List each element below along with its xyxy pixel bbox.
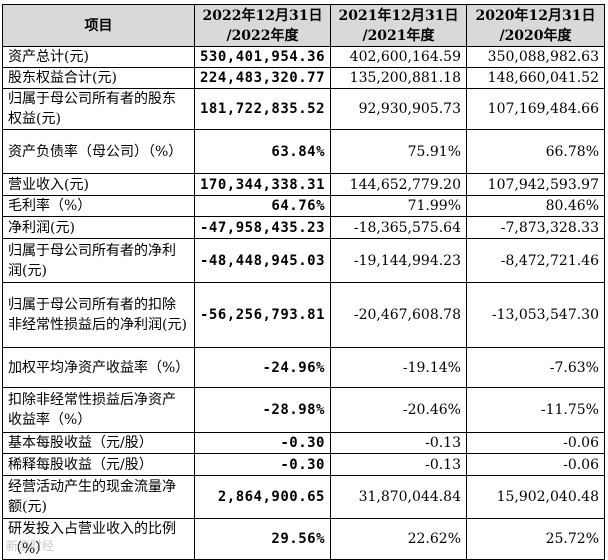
cell-value: 29.56% <box>194 518 331 560</box>
cell-value: 75.91% <box>330 129 467 174</box>
row-label: 稀释每股收益（元/股） <box>2 453 195 476</box>
row-label: 资产总计(元) <box>2 46 195 68</box>
row-label: 经营活动产生的现金流量净额(元) <box>2 475 195 519</box>
cell-value: -20,467,608.78 <box>330 282 467 348</box>
header-line: /2022年度 <box>226 27 299 44</box>
cell-value: -20.46% <box>330 387 467 433</box>
row-label: 股东权益合计(元) <box>2 67 195 89</box>
header-cell: 项目 <box>2 4 195 47</box>
cell-value: -0.13 <box>330 453 467 476</box>
table-row: 研发投入占营业收入的比例（%） 29.56% 22.62% 25.72% <box>2 518 605 560</box>
cell-value: -0.06 <box>466 432 605 454</box>
cell-value: 2,864,900.65 <box>194 475 331 519</box>
table-row: 稀释每股收益（元/股） -0.30 -0.13 -0.06 <box>2 453 605 476</box>
cell-value: 107,169,484.66 <box>466 88 605 130</box>
table-row: 归属于母公司所有者的股东权益(元) 181,722,835.52 92,930,90… <box>2 88 605 130</box>
cell-value: 31,870,044.84 <box>330 475 467 519</box>
cell-value: 107,942,593.97 <box>466 173 605 196</box>
table-row: 经营活动产生的现金流量净额(元) 2,864,900.65 31,870,044.8… <box>2 475 605 519</box>
table-row: 归属于母公司所有者的净利润(元) -48,448,945.03 -19,144,99… <box>2 238 605 283</box>
cell-value: 63.84% <box>194 129 331 174</box>
cell-value: -13,053,547.30 <box>466 282 605 348</box>
row-label: 基本每股收益（元/股） <box>2 432 195 454</box>
table-row: 营业收入(元) 170,344,338.31 144,652,779.20 107,9… <box>2 173 605 196</box>
cell-value: -48,448,945.03 <box>194 238 331 283</box>
row-label: 加权平均净资产收益率（%） <box>2 347 195 388</box>
header-row: 项目 2022年12月31日/2022年度 2021年12月31日/2021年度 20… <box>2 4 605 47</box>
header-line: 2022年12月31日 <box>202 7 323 24</box>
cell-value: -0.30 <box>194 432 331 454</box>
cell-value: 402,600,164.59 <box>330 46 467 68</box>
cell-value: -11.75% <box>466 387 605 433</box>
table-row: 扣除非经常性损益后净资产收益率（%） -28.98% -20.46% -11.75% <box>2 387 605 433</box>
cell-value: 25.72% <box>466 518 605 560</box>
cell-value: -8,472,721.46 <box>466 238 605 283</box>
cell-value: -0.13 <box>330 432 467 454</box>
table-row: 毛利率（%） 64.76% 71.99% 80.46% <box>2 195 605 217</box>
header-cell: 2021年12月31日/2021年度 <box>330 4 467 47</box>
header-line: 2021年12月31日 <box>338 7 459 24</box>
cell-value: 148,660,041.52 <box>466 67 605 89</box>
cell-value: 80.46% <box>466 195 605 217</box>
cell-value: 64.76% <box>194 195 331 217</box>
table-row: 股东权益合计(元) 224,483,320.77 135,200,881.18 148… <box>2 67 605 89</box>
cell-value: -19.14% <box>330 347 467 388</box>
cell-value: 530,401,954.36 <box>194 46 331 68</box>
row-label: 净利润(元) <box>2 216 195 239</box>
cell-value: 22.62% <box>330 518 467 560</box>
header-line: 2020年12月31日 <box>475 7 596 24</box>
cell-value: -56,256,793.81 <box>194 282 331 348</box>
row-label: 归属于母公司所有者的股东权益(元) <box>2 88 195 130</box>
cell-value: -19,144,994.23 <box>330 238 467 283</box>
table-row: 加权平均净资产收益率（%） -24.96% -19.14% -7.63% <box>2 347 605 388</box>
cell-value: 224,483,320.77 <box>194 67 331 89</box>
header-cell: 2020年12月31日/2020年度 <box>466 4 605 47</box>
header-line: /2020年度 <box>499 27 572 44</box>
header-cell: 2022年12月31日/2022年度 <box>194 4 331 47</box>
cell-value: 66.78% <box>466 129 605 174</box>
cell-value: 135,200,881.18 <box>330 67 467 89</box>
cell-value: -7.63% <box>466 347 605 388</box>
cell-value: -0.06 <box>466 453 605 476</box>
cell-value: 350,088,982.63 <box>466 46 605 68</box>
cell-value: 71.99% <box>330 195 467 217</box>
cell-value: 170,344,338.31 <box>194 173 331 196</box>
cell-value: -0.30 <box>194 453 331 476</box>
data-table: 项目 2022年12月31日/2022年度 2021年12月31日/2021年度 20… <box>2 4 605 560</box>
watermark: 新浪财经 <box>6 539 55 553</box>
table-row: 基本每股收益（元/股） -0.30 -0.13 -0.06 <box>2 432 605 454</box>
cell-value: -24.96% <box>194 347 331 388</box>
cell-value: 181,722,835.52 <box>194 88 331 130</box>
cell-value: -7,873,328.33 <box>466 216 605 239</box>
row-label: 归属于母公司所有者的扣除非经常性损益后的净利润(元) <box>2 282 195 348</box>
header-line: /2021年度 <box>362 27 435 44</box>
table-row: 归属于母公司所有者的扣除非经常性损益后的净利润(元) -56,256,793.81… <box>2 282 605 348</box>
cell-value: -47,958,435.23 <box>194 216 331 239</box>
table-row: 资产负债率（母公司）（%） 63.84% 75.91% 66.78% <box>2 129 605 174</box>
table-row: 资产总计(元) 530,401,954.36 402,600,164.59 350,0… <box>2 46 605 68</box>
row-label: 研发投入占营业收入的比例（%） <box>2 518 195 560</box>
cell-value: 15,902,040.48 <box>466 475 605 519</box>
row-label: 营业收入(元) <box>2 173 195 196</box>
row-label: 扣除非经常性损益后净资产收益率（%） <box>2 387 195 433</box>
row-label: 归属于母公司所有者的净利润(元) <box>2 238 195 283</box>
row-label: 毛利率（%） <box>2 195 195 217</box>
cell-value: -28.98% <box>194 387 331 433</box>
row-label: 资产负债率（母公司）（%） <box>2 129 195 174</box>
cell-value: 92,930,905.73 <box>330 88 467 130</box>
table-row: 净利润(元) -47,958,435.23 -18,365,575.64 -7,873… <box>2 216 605 239</box>
cell-value: -18,365,575.64 <box>330 216 467 239</box>
cell-value: 144,652,779.20 <box>330 173 467 196</box>
